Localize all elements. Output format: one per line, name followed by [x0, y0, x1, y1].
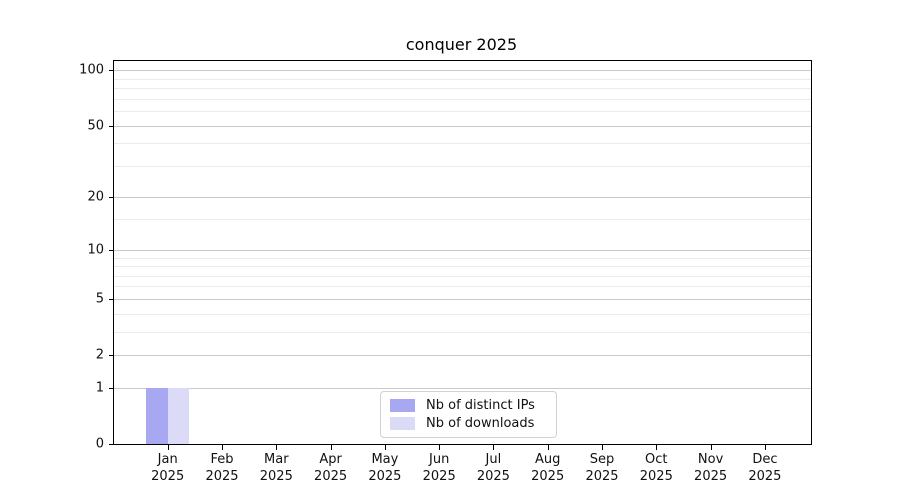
major-gridline	[114, 125, 811, 127]
x-tick-month: Dec	[752, 452, 778, 467]
y-axis-tick	[109, 355, 113, 356]
y-axis-tick-label: 100	[79, 62, 104, 78]
x-axis-tick	[710, 445, 712, 450]
x-axis-tick-label: Nov 2025	[694, 451, 727, 485]
x-axis-tick-label: Apr 2025	[314, 451, 347, 485]
major-gridline	[114, 70, 811, 72]
x-axis-tick	[656, 445, 658, 450]
x-tick-month: Aug	[534, 452, 561, 467]
minor-gridline	[114, 88, 811, 89]
minor-gridline	[114, 275, 811, 277]
x-axis-tick	[384, 445, 386, 450]
x-tick-year: 2025	[585, 469, 619, 484]
x-tick-month: May	[371, 452, 399, 467]
minor-gridline	[114, 165, 811, 167]
y-axis-tick	[109, 387, 113, 389]
major-gridline	[114, 298, 811, 300]
x-axis-tick	[547, 445, 549, 450]
x-tick-month: Mar	[264, 452, 289, 467]
x-tick-month: Apr	[319, 452, 342, 467]
x-tick-month: Jun	[429, 452, 450, 467]
chart-title: conquer 2025	[405, 35, 518, 54]
x-axis-tick	[167, 445, 169, 450]
x-axis-tick	[276, 445, 278, 450]
legend-item-label: Nb of downloads	[426, 416, 535, 431]
legend-color-swatch	[390, 417, 415, 430]
y-axis-tick	[109, 70, 113, 72]
major-gridline	[114, 387, 811, 389]
x-tick-month: Jan	[157, 452, 178, 467]
y-axis-tick-label: 50	[87, 118, 104, 133]
x-axis-tick-label: Jan 2025	[151, 451, 184, 485]
x-tick-month: Feb	[210, 452, 234, 467]
x-tick-year: 2025	[694, 469, 728, 484]
x-axis-tick	[602, 445, 603, 450]
x-axis-tick	[439, 445, 441, 450]
x-tick-year: 2025	[639, 469, 673, 484]
x-tick-year: 2025	[205, 469, 239, 484]
bar-distinct-ips	[146, 387, 168, 444]
y-axis-tick	[109, 444, 113, 445]
x-axis-tick	[222, 445, 223, 450]
x-tick-year: 2025	[314, 469, 348, 484]
bar-downloads	[167, 387, 190, 444]
minor-gridline	[114, 219, 811, 221]
x-tick-year: 2025	[476, 469, 510, 484]
x-axis-tick-label: Feb 2025	[205, 451, 238, 485]
y-axis-tick	[109, 249, 113, 251]
minor-gridline	[114, 98, 811, 100]
x-axis-tick-label: Aug 2025	[531, 451, 564, 485]
minor-gridline	[114, 257, 811, 259]
x-tick-year: 2025	[151, 469, 185, 484]
legend-item-label: Nb of distinct IPs	[426, 398, 535, 413]
x-axis-tick-label: Dec 2025	[748, 451, 781, 485]
minor-gridline	[114, 143, 811, 145]
legend-item: Nb of downloads	[390, 416, 546, 431]
major-gridline	[114, 197, 811, 199]
x-tick-year: 2025	[368, 469, 402, 484]
x-tick-month: Jul	[485, 452, 502, 467]
y-axis-tick-label: 20	[87, 189, 104, 205]
minor-gridline	[114, 331, 811, 333]
x-tick-year: 2025	[748, 469, 782, 484]
x-axis-tick	[764, 445, 766, 450]
minor-gridline	[114, 286, 811, 288]
minor-gridline	[114, 110, 811, 112]
x-axis-tick	[330, 445, 332, 450]
x-axis-tick-label: Mar 2025	[260, 451, 293, 485]
legend: Nb of distinct IPs Nb of downloads	[380, 391, 557, 438]
y-axis-tick-label: 1	[95, 380, 104, 396]
legend-item: Nb of distinct IPs	[390, 398, 546, 413]
major-gridline	[114, 355, 811, 356]
x-axis-tick-label: May 2025	[368, 451, 401, 485]
legend-color-swatch	[390, 399, 415, 412]
x-tick-year: 2025	[531, 469, 565, 484]
minor-gridline	[114, 313, 811, 315]
x-tick-month: Oct	[645, 452, 668, 467]
x-axis-tick-label: Sep 2025	[585, 451, 618, 485]
y-axis-tick-label: 0	[95, 436, 104, 452]
plot-area: 0 1 2 5 10 20 50 100 Jan 2025 Feb 2025 Mar 2025 Apr 202…	[79, 60, 812, 484]
minor-gridline	[114, 266, 811, 267]
y-axis-tick	[109, 125, 113, 127]
x-axis-tick-label: Jul 2025	[477, 451, 510, 485]
y-axis-tick	[109, 298, 113, 300]
y-axis-tick-label: 5	[95, 291, 104, 307]
x-tick-month: Nov	[697, 452, 724, 467]
x-tick-year: 2025	[259, 469, 293, 484]
minor-gridline	[114, 78, 811, 80]
x-tick-month: Sep	[589, 452, 615, 467]
y-axis-tick-label: 2	[95, 347, 104, 363]
x-axis-tick	[493, 445, 495, 450]
major-gridline	[114, 249, 811, 251]
y-axis-tick	[109, 197, 113, 199]
x-axis-tick-label: Oct 2025	[640, 451, 673, 485]
x-axis-tick-label: Jun 2025	[423, 451, 456, 485]
y-axis-tick-label: 10	[87, 242, 104, 258]
x-tick-year: 2025	[422, 469, 456, 484]
